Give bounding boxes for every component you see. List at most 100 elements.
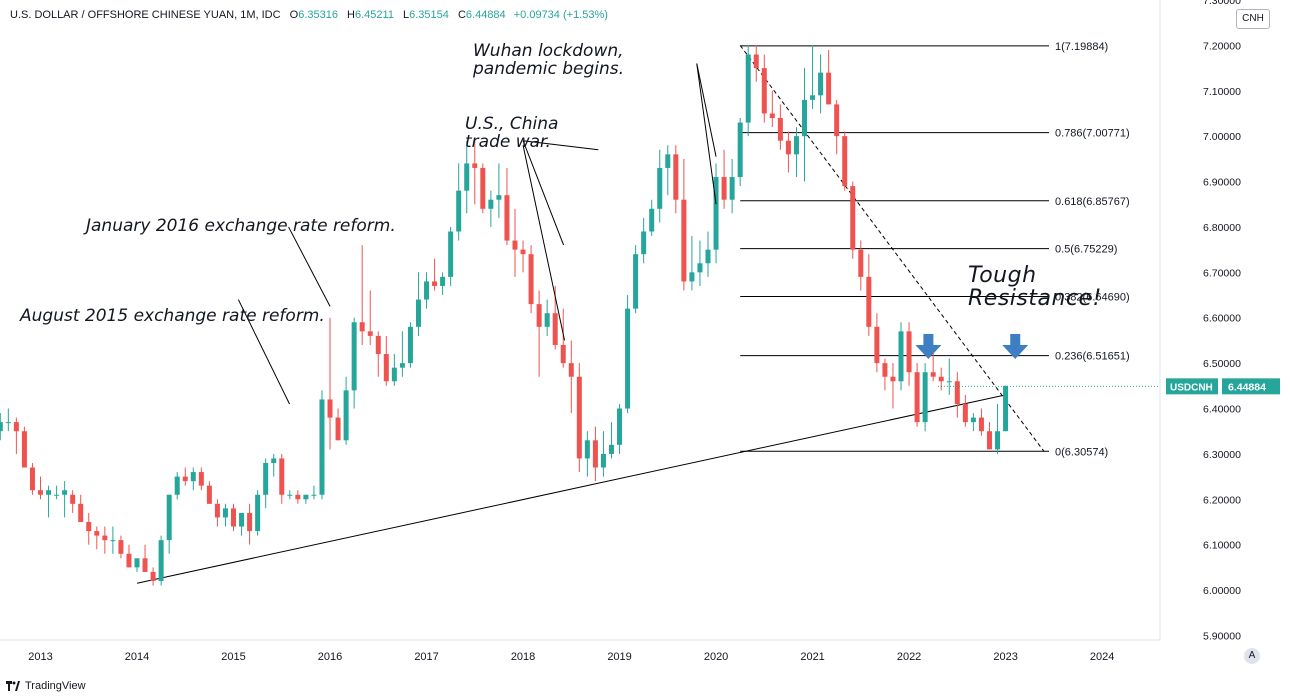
currency-badge[interactable]: CNH (1236, 9, 1270, 29)
candle-body (198, 472, 204, 486)
close-label: C (457, 9, 466, 21)
candle-body (102, 535, 108, 541)
auto-scale-button[interactable]: A (1244, 648, 1260, 664)
candle-body (54, 494, 60, 496)
annotation-pointer-line (522, 145, 566, 341)
y-tick-label: 6.30000 (1203, 449, 1241, 461)
candle-body (432, 281, 438, 286)
candle-body (158, 540, 164, 581)
y-tick-label: 7.30000 (1203, 0, 1241, 7)
down-arrows (915, 333, 1029, 359)
candle-body (842, 136, 848, 187)
price-axis: 5.90000 6.00000 6.10000 6.20000 6.30000 6.400… (938, 0, 1280, 642)
candle-body (367, 331, 373, 336)
candle-body (625, 308, 631, 409)
candle-body (753, 54, 759, 69)
candle-body (970, 417, 976, 423)
candle-body (552, 313, 558, 345)
y-tick-label: 6.10000 (1203, 540, 1241, 552)
candle-body (657, 167, 663, 209)
x-tick-label: 2022 (897, 651, 921, 663)
annotation-tough-resistance: Tough Resistance! (968, 264, 1102, 310)
fib-level-label: 0(6.30574) (1055, 446, 1108, 458)
candle-body (399, 363, 405, 368)
candle-body (86, 521, 92, 532)
candle-body (850, 186, 856, 250)
candle-body (504, 195, 510, 241)
fibonacci-levels: 1(7.19884) 0.786(7.00771) 0.618(6.85767) 0.… (740, 41, 1130, 458)
tradingview-logo-icon (6, 681, 20, 691)
y-tick-label: 6.00000 (1203, 585, 1241, 597)
annotation-tough-line1: Tough (968, 263, 1037, 288)
candle-body (914, 372, 920, 423)
time-axis: 2013 2014 2015 2016 2017 2018 2019 2020 2021 2022… (28, 651, 1114, 663)
candle-body (938, 376, 944, 382)
last-price-value: 6.44884 (1228, 381, 1266, 393)
candle-body (995, 431, 1001, 450)
candle-body (769, 113, 775, 119)
candle-body (247, 512, 253, 532)
candle-body (785, 140, 791, 155)
candle-body (110, 540, 116, 542)
support-trendline (136, 394, 1006, 584)
candle-body (946, 381, 952, 383)
close-value: 6.44884 (465, 9, 506, 21)
x-tick-label: 2023 (993, 651, 1017, 663)
candle-body (592, 440, 598, 468)
x-tick-label: 2016 (318, 651, 342, 663)
candle-body (536, 304, 542, 327)
candle-body (448, 231, 454, 277)
candle-body (697, 263, 703, 273)
down-arrow-icon (1002, 333, 1029, 359)
x-tick-label: 2013 (28, 651, 52, 663)
candle-body (745, 54, 751, 123)
candle-body (440, 276, 446, 286)
candle-body (705, 249, 711, 264)
candle-body (335, 417, 341, 441)
brand-name: TradingView (25, 680, 86, 692)
candle-body (729, 177, 735, 200)
candles (0, 45, 1009, 586)
candle-body (649, 208, 655, 232)
candle-body (206, 485, 212, 504)
open-label: O (289, 9, 299, 21)
candle-body (21, 431, 27, 468)
candle-body (930, 372, 936, 377)
candle-body (962, 403, 968, 423)
candle-body (263, 462, 269, 495)
low-value: 6.35154 (409, 9, 449, 21)
candle-body (287, 494, 293, 496)
x-tick-label: 2017 (414, 651, 438, 663)
footer: TradingView (6, 680, 86, 692)
down-arrow-icon (915, 333, 942, 359)
annotation-pointer-line (288, 226, 331, 307)
fib-level-label: 0.382(6.64690) (1055, 291, 1130, 303)
candle-body (906, 331, 912, 373)
candle-body (5, 422, 11, 424)
candle-body (520, 249, 526, 255)
last-price-symbol: USDCNH (1170, 382, 1213, 393)
annotation-trade-war: U.S., China trade war. (465, 115, 558, 152)
candle-body (231, 508, 237, 527)
candle-body (166, 494, 172, 541)
x-tick-label: 2018 (511, 651, 535, 663)
candle-body (46, 490, 52, 495)
candle-body (134, 558, 140, 568)
last-price-name-badge (1166, 378, 1218, 395)
y-tick-label: 6.20000 (1203, 494, 1241, 506)
candle-body (424, 281, 430, 300)
candle-body (375, 335, 381, 355)
candle-body (295, 494, 301, 500)
candle-body (890, 376, 896, 382)
candle-body (480, 167, 486, 209)
annotation-aug-2015: August 2015 exchange rate reform. (20, 306, 325, 326)
annotation-wuhan: Wuhan lockdown, pandemic begins. (473, 42, 624, 79)
candle-body (303, 494, 309, 500)
x-tick-label: 2024 (1090, 651, 1114, 663)
candle-body (617, 408, 623, 445)
grid (0, 0, 1161, 641)
annotation-tough-line2: Resistance! (968, 286, 1102, 312)
fib-level-label: 0.618(6.85767) (1055, 196, 1130, 208)
candle-body (190, 472, 196, 482)
